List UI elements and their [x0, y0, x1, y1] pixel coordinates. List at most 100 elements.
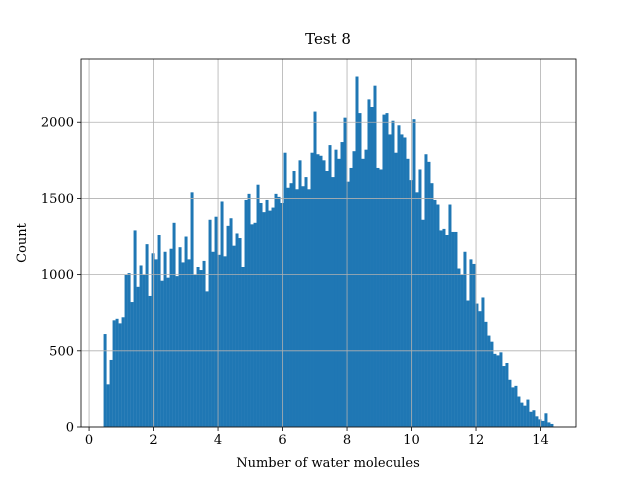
- bar: [346, 181, 350, 427]
- bar: [526, 399, 530, 427]
- bar: [448, 204, 452, 427]
- y-tick-label: 500: [49, 344, 74, 359]
- bar: [361, 158, 365, 428]
- bar: [226, 225, 230, 427]
- plot-frame: [80, 58, 577, 428]
- x-tick-label: 10: [403, 433, 420, 448]
- x-tick-label: 12: [468, 433, 485, 448]
- bar: [259, 203, 263, 427]
- x-tick-label: 8: [343, 433, 351, 448]
- y-tick-label: 1000: [41, 268, 74, 283]
- bar: [394, 152, 398, 427]
- bar: [385, 113, 389, 427]
- bar: [433, 199, 437, 427]
- bar: [484, 321, 488, 427]
- bar: [529, 411, 533, 427]
- y-tick-label: 0: [66, 421, 74, 436]
- x-tick-label: 2: [149, 433, 157, 448]
- bar: [220, 201, 224, 427]
- bar: [397, 125, 401, 428]
- bar: [538, 419, 542, 427]
- x-tick-label: 6: [278, 433, 286, 448]
- bar: [349, 167, 353, 427]
- bar: [181, 262, 185, 427]
- bar: [499, 352, 503, 427]
- bar: [211, 251, 215, 427]
- bar: [244, 199, 248, 427]
- x-tick-label: 4: [214, 433, 222, 448]
- x-tick-label: 14: [532, 433, 549, 448]
- bar: [418, 169, 422, 427]
- bar: [235, 233, 239, 427]
- bar: [277, 196, 281, 427]
- bar: [337, 158, 341, 428]
- bar: [520, 402, 524, 427]
- bar: [292, 171, 296, 427]
- bar: [238, 238, 242, 427]
- bar: [148, 295, 152, 427]
- bar: [133, 230, 137, 427]
- bar: [532, 410, 536, 427]
- bar: [286, 187, 290, 427]
- bars: [103, 76, 554, 428]
- bar: [517, 396, 521, 427]
- bar: [367, 99, 371, 427]
- bar: [544, 413, 548, 427]
- x-axis-label: Number of water molecules: [236, 456, 420, 471]
- bar: [163, 251, 167, 427]
- bar: [310, 152, 314, 427]
- bar: [250, 224, 254, 427]
- bar: [268, 210, 272, 427]
- bar: [199, 270, 203, 427]
- bar: [265, 199, 269, 427]
- bar: [301, 186, 305, 427]
- x-tick-label: 0: [85, 433, 93, 448]
- bar: [196, 267, 200, 427]
- bar: [496, 355, 500, 427]
- bar: [364, 149, 368, 427]
- bar: [313, 111, 317, 428]
- bar: [319, 155, 323, 427]
- bar: [493, 353, 497, 427]
- bar: [343, 117, 347, 428]
- bar: [490, 341, 494, 427]
- bar: [160, 280, 164, 427]
- bar: [541, 420, 545, 427]
- bar: [214, 216, 218, 427]
- bar: [508, 379, 512, 427]
- bar: [136, 286, 140, 427]
- bar: [340, 142, 344, 428]
- bar: [217, 254, 221, 427]
- bar: [247, 193, 251, 427]
- bar: [466, 300, 470, 427]
- bar: [547, 422, 551, 427]
- y-tick-label: 1500: [41, 192, 74, 207]
- bar: [187, 259, 191, 427]
- bar: [127, 273, 131, 427]
- bar: [442, 228, 446, 427]
- bar: [403, 137, 407, 427]
- bar: [406, 158, 410, 428]
- bar: [370, 107, 374, 427]
- bar: [106, 384, 110, 427]
- bar: [412, 119, 416, 427]
- bar: [271, 207, 275, 427]
- bar: [463, 251, 467, 427]
- bar: [190, 192, 194, 427]
- bar: [178, 247, 182, 427]
- y-axis-label: Count: [15, 222, 30, 263]
- bar: [139, 265, 143, 427]
- bar: [307, 189, 311, 427]
- bar: [121, 317, 125, 427]
- bar: [391, 120, 395, 427]
- bar: [535, 416, 539, 427]
- bar: [175, 276, 179, 427]
- bar: [376, 167, 380, 427]
- bar: [388, 134, 392, 427]
- bar: [172, 222, 176, 427]
- axes: 0 2 4 6 8 10 12 14 0 500 1000 1500 2000: [41, 58, 577, 448]
- bar: [481, 297, 485, 427]
- bar: [157, 235, 161, 427]
- bar: [322, 160, 326, 428]
- bar: [382, 114, 386, 427]
